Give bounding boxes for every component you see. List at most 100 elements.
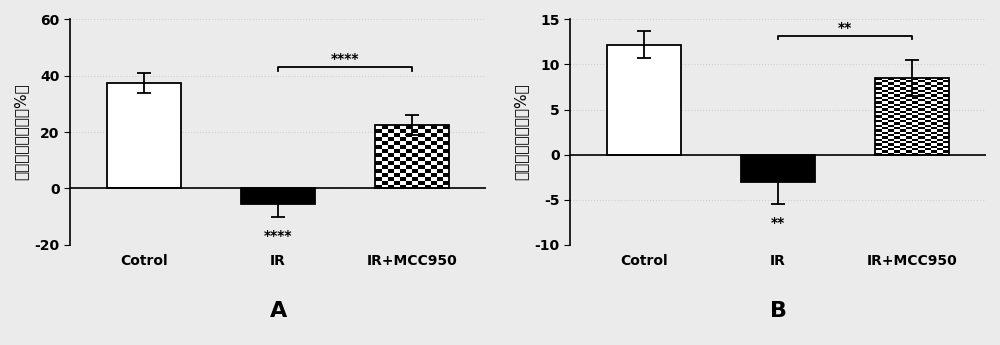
Bar [943, 94, 949, 95]
Bar [894, 125, 900, 126]
Bar [906, 144, 912, 145]
Bar [888, 115, 894, 116]
Bar [888, 153, 894, 154]
Bar [931, 88, 937, 89]
Bar [882, 102, 888, 103]
Bar [882, 82, 888, 83]
Bar [912, 99, 918, 100]
Bar [888, 85, 894, 86]
Bar [931, 126, 937, 127]
Bar [937, 85, 943, 86]
Bar [875, 97, 882, 98]
Bar [931, 98, 937, 99]
Bar [937, 129, 943, 130]
Bar [888, 102, 894, 103]
Bar [888, 113, 894, 114]
Bar [943, 146, 949, 147]
Bar [925, 133, 931, 134]
Bar [925, 140, 931, 141]
Bar [882, 86, 888, 87]
Bar [931, 134, 937, 135]
Bar [875, 87, 882, 88]
Bar [937, 149, 943, 150]
Bar [918, 116, 925, 117]
Bar [894, 145, 900, 146]
Bar [943, 100, 949, 101]
Bar [882, 98, 888, 99]
Bar [943, 103, 949, 104]
Bar [912, 90, 918, 91]
Bar [906, 114, 912, 115]
Bar [900, 80, 906, 81]
Bar [888, 130, 894, 131]
Bar [875, 123, 882, 124]
Text: B: B [770, 301, 787, 321]
Bar [931, 86, 937, 87]
Bar [906, 125, 912, 126]
Bar [943, 118, 949, 119]
Bar [918, 101, 925, 102]
Bar [931, 145, 937, 146]
Bar [894, 133, 900, 134]
Bar [918, 144, 925, 145]
Bar [906, 128, 912, 129]
Bar [943, 133, 949, 134]
Bar [882, 134, 888, 135]
Bar [894, 142, 900, 143]
Bar [918, 85, 925, 86]
Bar [888, 117, 894, 118]
Bar [912, 110, 918, 111]
Bar [931, 124, 937, 125]
Bar [912, 113, 918, 114]
Bar [900, 134, 906, 135]
Bar [888, 112, 894, 113]
Bar [925, 130, 931, 131]
Bar [912, 85, 918, 86]
Bar [888, 135, 894, 136]
Bar [875, 106, 882, 107]
Bar [888, 149, 894, 150]
Bar [925, 145, 931, 146]
Bar [937, 147, 943, 148]
Bar [918, 86, 925, 87]
Text: **: ** [771, 216, 785, 230]
Bar [906, 108, 912, 109]
Bar [943, 112, 949, 113]
Bar [931, 149, 937, 150]
Bar [900, 95, 906, 96]
Bar [888, 143, 894, 144]
Bar [925, 122, 931, 123]
Bar [900, 147, 906, 148]
Bar [925, 110, 931, 111]
Bar [900, 116, 906, 117]
Bar [937, 145, 943, 146]
Bar [875, 132, 882, 133]
Bar [882, 147, 888, 148]
Bar [906, 136, 912, 137]
Bar [906, 131, 912, 132]
Bar [943, 106, 949, 107]
Bar [931, 83, 937, 84]
Bar [894, 141, 900, 142]
Bar [900, 104, 906, 105]
Bar [888, 90, 894, 91]
Bar [888, 152, 894, 153]
Bar [912, 101, 918, 102]
Bar [900, 89, 906, 90]
Bar [912, 133, 918, 134]
Bar [906, 112, 912, 113]
Bar [912, 132, 918, 133]
Bar [900, 121, 906, 122]
Bar [925, 79, 931, 80]
Bar [882, 122, 888, 123]
Bar [882, 132, 888, 133]
Bar [912, 147, 918, 148]
Bar [912, 125, 918, 126]
Bar [943, 90, 949, 91]
Bar [888, 93, 894, 94]
Bar [937, 123, 943, 124]
Bar [888, 110, 894, 111]
Bar [931, 150, 937, 151]
Bar [882, 128, 888, 129]
Bar [882, 81, 888, 82]
